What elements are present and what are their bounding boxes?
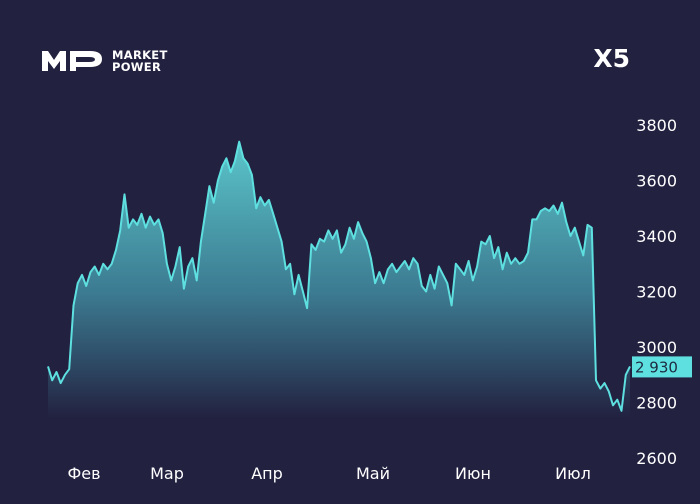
logo-line-1: MARKET: [112, 48, 168, 62]
x-tick-label: Июл: [555, 464, 591, 483]
price-line: [47, 140, 631, 412]
last-value-box: [632, 356, 692, 378]
y-tick-label: 3800: [636, 116, 677, 135]
x-tick-label: Мар: [150, 464, 184, 483]
x-tick-label: Июн: [455, 464, 491, 483]
last-value-layer: 2 930: [632, 356, 692, 378]
x-axis: Фев Мар Апр Май Июн Июл: [67, 464, 590, 483]
y-tick-label: 3200: [636, 283, 677, 302]
area-layer: [47, 140, 631, 418]
y-tick-label: 3400: [636, 227, 677, 246]
ticker-symbol: X5: [593, 44, 630, 73]
x-tick-label: Май: [356, 464, 390, 483]
x-tick-label: Фев: [67, 464, 100, 483]
x-tick-label: Апр: [251, 464, 283, 483]
y-tick-label: 2600: [636, 449, 677, 468]
y-axis: 3800 3600 3400 3200 3000 2800 2600: [636, 116, 677, 468]
price-area: [48, 141, 630, 418]
y-tick-label: 3000: [636, 338, 677, 357]
logo-line-2: POWER: [112, 60, 162, 74]
logo: MARKET POWER: [42, 49, 168, 73]
market-power-logo-icon: [42, 51, 102, 71]
logo-text: MARKET POWER: [112, 49, 168, 73]
last-value-label: 2 930: [635, 358, 678, 376]
y-tick-label: 2800: [636, 394, 677, 413]
y-tick-label: 3600: [636, 172, 677, 191]
